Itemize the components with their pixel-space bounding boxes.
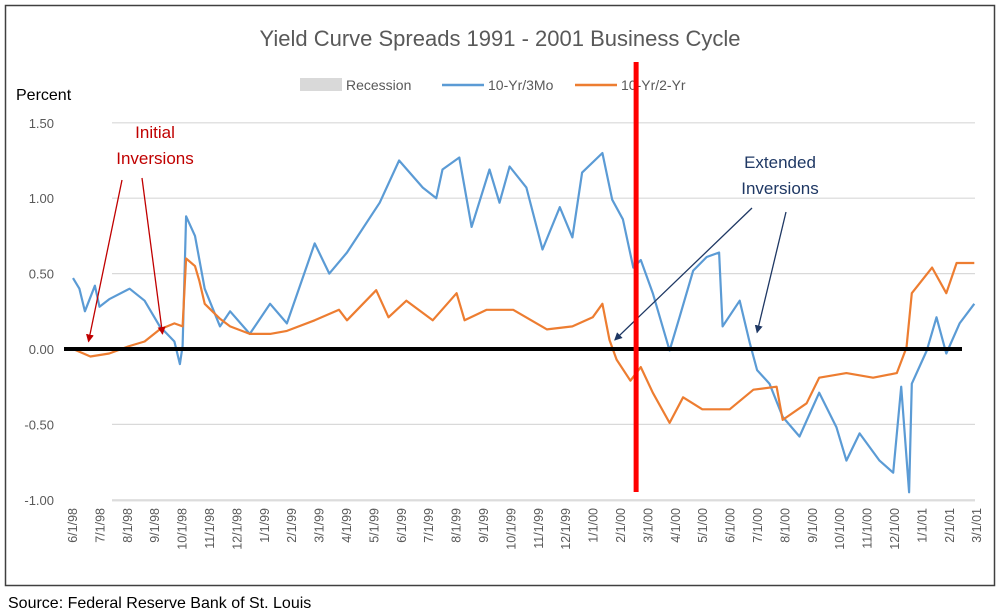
legend-label: 10-Yr/3Mo xyxy=(488,77,554,93)
x-tick-label: 9/1/00 xyxy=(806,508,820,543)
x-tick-label: 11/1/99 xyxy=(532,508,546,549)
y-tick-label: -1.00 xyxy=(24,493,54,508)
x-tick-label: 10/1/99 xyxy=(504,508,518,550)
y-axis-label: Percent xyxy=(16,87,72,104)
x-tick-label: 7/1/99 xyxy=(422,508,436,543)
legend-label: 10-Yr/2-Yr xyxy=(621,77,686,93)
x-tick-label: 6/1/00 xyxy=(724,508,738,543)
x-tick-label: 3/1/00 xyxy=(641,508,655,543)
annotation-arrow xyxy=(86,179,123,343)
x-tick-label: 4/1/00 xyxy=(669,508,683,543)
x-tick-label: 8/1/98 xyxy=(121,508,135,543)
legend-label: Recession xyxy=(346,77,411,93)
x-tick-label: 3/1/99 xyxy=(313,508,327,543)
x-tick-label: 1/1/01 xyxy=(915,508,929,543)
y-tick-label: 0.50 xyxy=(29,267,54,282)
annotation-arrow xyxy=(754,211,787,334)
chart-frame xyxy=(4,4,996,587)
x-axis-ticks: 6/1/98 7/1/98 8/1/98 9/1/98 10/1/98 11/1/98 12… xyxy=(66,508,984,550)
x-tick-label: 5/1/00 xyxy=(696,508,710,543)
annotation-text: Initial xyxy=(135,123,175,142)
y-axis-ticks: 1.50 1.00 0.50 0.00 -0.50 -1.00 xyxy=(24,116,54,508)
x-tick-label: 6/1/98 xyxy=(66,508,80,543)
x-tick-label: 7/1/98 xyxy=(93,508,107,543)
annotation-text: Inversions xyxy=(116,149,193,168)
source-note: Source: Federal Reserve Bank of St. Loui… xyxy=(8,595,311,612)
x-tick-label: 4/1/99 xyxy=(340,508,354,543)
x-tick-label: 9/1/99 xyxy=(477,508,491,543)
series-lines xyxy=(72,151,976,494)
x-tick-label: 11/1/00 xyxy=(861,508,875,549)
x-tick-label: 8/1/99 xyxy=(450,508,464,543)
x-tick-label: 5/1/99 xyxy=(367,508,381,543)
chart-title: Yield Curve Spreads 1991 - 2001 Business… xyxy=(259,26,740,51)
x-tick-label: 10/1/98 xyxy=(176,508,190,550)
x-tick-label: 12/1/00 xyxy=(888,508,902,550)
y-tick-label: 1.00 xyxy=(29,191,54,206)
gridlines xyxy=(112,122,975,502)
legend-swatch-recession xyxy=(300,78,342,91)
x-tick-label: 12/1/99 xyxy=(559,508,573,550)
x-tick-label: 8/1/00 xyxy=(778,508,792,543)
y-tick-label: 0.00 xyxy=(29,342,54,357)
x-tick-label: 6/1/99 xyxy=(395,508,409,543)
x-tick-label: 9/1/98 xyxy=(148,508,162,543)
series-line-10-yr-2-yr xyxy=(72,257,975,424)
x-tick-label: 12/1/98 xyxy=(230,508,244,550)
x-tick-label: 1/1/00 xyxy=(587,508,601,543)
y-tick-label: 1.50 xyxy=(29,116,54,131)
annotation-text: Extended xyxy=(744,153,816,172)
annotation-text: Inversions xyxy=(741,179,818,198)
legend: Recession 10-Yr/3Mo 10-Yr/2-Yr xyxy=(300,77,686,93)
annotations: Initial Inversions Extended Inversions xyxy=(86,123,819,343)
x-tick-label: 3/1/01 xyxy=(970,508,984,543)
x-tick-label: 2/1/99 xyxy=(285,508,299,543)
x-tick-label: 7/1/00 xyxy=(751,508,765,543)
x-tick-label: 10/1/00 xyxy=(833,508,847,550)
x-tick-label: 1/1/99 xyxy=(258,508,272,543)
x-tick-label: 2/1/01 xyxy=(943,508,957,543)
x-tick-label: 2/1/00 xyxy=(614,508,628,543)
x-tick-label: 11/1/98 xyxy=(203,508,217,549)
annotation-arrow xyxy=(141,177,166,335)
y-tick-label: -0.50 xyxy=(24,417,54,432)
